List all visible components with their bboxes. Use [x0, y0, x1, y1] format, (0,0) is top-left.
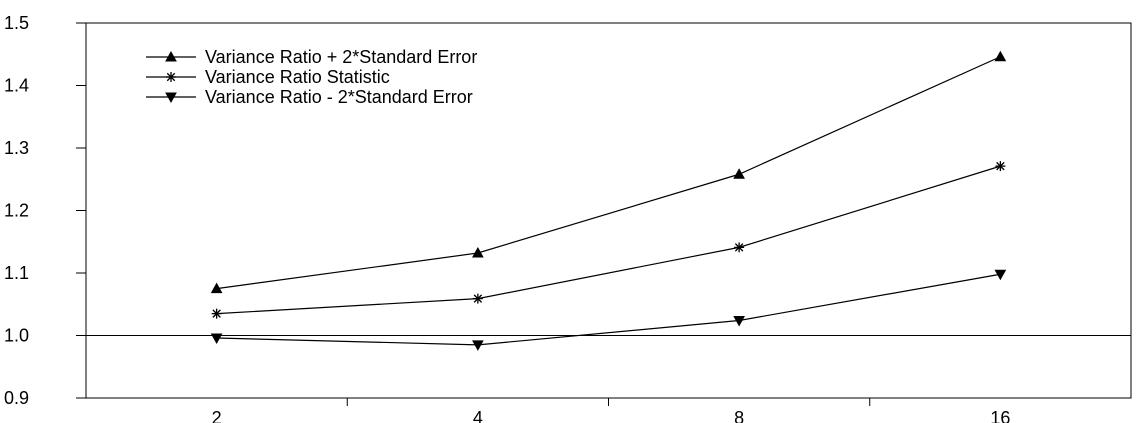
data-point — [472, 246, 484, 258]
legend-entry: Variance Ratio + 2*Standard Error — [146, 47, 477, 67]
y-tick-label: 1.0 — [4, 326, 29, 346]
data-point — [994, 269, 1007, 281]
series-line — [216, 273, 1001, 346]
legend: Variance Ratio + 2*Standard ErrorVarianc… — [146, 47, 477, 107]
series-line — [216, 56, 1001, 290]
series-1 — [210, 50, 1007, 294]
x-tick-label: 4 — [473, 408, 483, 423]
data-point — [734, 242, 745, 253]
data-point — [994, 50, 1007, 62]
data-point — [210, 282, 223, 294]
series-layer — [210, 50, 1007, 351]
data-point — [733, 168, 745, 179]
legend-label: Variance Ratio + 2*Standard Error — [205, 47, 477, 67]
legend-entry: Variance Ratio - 2*Standard Error — [146, 87, 473, 107]
x-axis: 2 4 8 16 — [212, 398, 1010, 423]
y-tick-label: 0.9 — [4, 388, 29, 408]
legend-label: Variance Ratio - 2*Standard Error — [205, 87, 473, 107]
y-tick-label: 1.3 — [4, 138, 29, 158]
x-tick-label: 8 — [734, 408, 744, 423]
data-point — [211, 308, 222, 319]
data-point — [472, 293, 483, 304]
legend-marker — [166, 72, 176, 82]
y-tick-label: 1.5 — [4, 13, 29, 33]
y-axis: 0.9 1.0 1.1 1.2 1.3 1.4 1.5 — [4, 13, 86, 408]
y-tick-label: 1.4 — [4, 76, 29, 96]
data-point — [210, 333, 223, 345]
series-2 — [211, 161, 1006, 319]
legend-marker — [165, 50, 177, 62]
series-line — [216, 165, 1001, 315]
data-point — [733, 316, 745, 327]
x-tick-label: 16 — [990, 408, 1010, 423]
legend-label: Variance Ratio Statistic — [205, 67, 390, 87]
series-3 — [210, 269, 1007, 351]
legend-marker — [165, 92, 177, 104]
x-tick-label: 2 — [212, 408, 222, 423]
legend-entry: Variance Ratio Statistic — [146, 67, 390, 87]
y-tick-label: 1.1 — [4, 263, 29, 283]
y-tick-label: 1.2 — [4, 201, 29, 221]
data-point — [472, 340, 484, 351]
data-point — [995, 161, 1006, 172]
